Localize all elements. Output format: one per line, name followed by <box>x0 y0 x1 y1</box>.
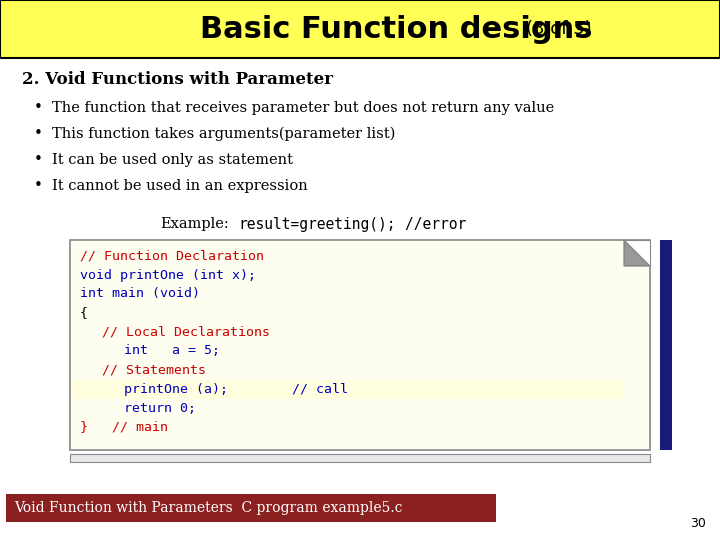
Text: It cannot be used in an expression: It cannot be used in an expression <box>52 179 307 193</box>
Text: •: • <box>34 100 42 116</box>
Text: void printOne (int x);: void printOne (int x); <box>80 268 256 281</box>
FancyBboxPatch shape <box>6 494 496 522</box>
Text: •: • <box>34 152 42 167</box>
Text: result=greeting();: result=greeting(); <box>238 217 395 232</box>
Polygon shape <box>624 240 650 266</box>
Text: Basic Function designs: Basic Function designs <box>200 15 593 44</box>
Text: 30: 30 <box>690 517 706 530</box>
Text: return 0;: return 0; <box>124 402 196 415</box>
Text: // Statements: // Statements <box>102 363 206 376</box>
Text: •: • <box>34 179 42 193</box>
Text: •: • <box>34 126 42 141</box>
Text: printOne (a);        // call: printOne (a); // call <box>124 382 348 395</box>
Text: (3 of 5): (3 of 5) <box>526 20 592 38</box>
Text: int   a = 5;: int a = 5; <box>124 345 220 357</box>
Text: The function that receives parameter but does not return any value: The function that receives parameter but… <box>52 101 554 115</box>
FancyBboxPatch shape <box>0 0 720 58</box>
Text: This function takes arguments(parameter list): This function takes arguments(parameter … <box>52 127 395 141</box>
Text: //error: //error <box>370 217 467 232</box>
FancyBboxPatch shape <box>71 380 623 399</box>
FancyBboxPatch shape <box>70 240 650 450</box>
Text: // Function Declaration: // Function Declaration <box>80 249 264 262</box>
Text: }   // main: } // main <box>80 421 168 434</box>
FancyBboxPatch shape <box>70 454 650 462</box>
Polygon shape <box>624 240 650 266</box>
Text: // Local Declarations: // Local Declarations <box>102 326 270 339</box>
Text: 2. Void Functions with Parameter: 2. Void Functions with Parameter <box>22 71 333 89</box>
Text: Void Function with Parameters  C program example5.c: Void Function with Parameters C program … <box>14 501 402 515</box>
Text: int main (void): int main (void) <box>80 287 200 300</box>
Text: {: { <box>80 307 88 320</box>
Text: It can be used only as statement: It can be used only as statement <box>52 153 293 167</box>
Text: Example:: Example: <box>160 217 229 231</box>
FancyBboxPatch shape <box>660 240 672 450</box>
